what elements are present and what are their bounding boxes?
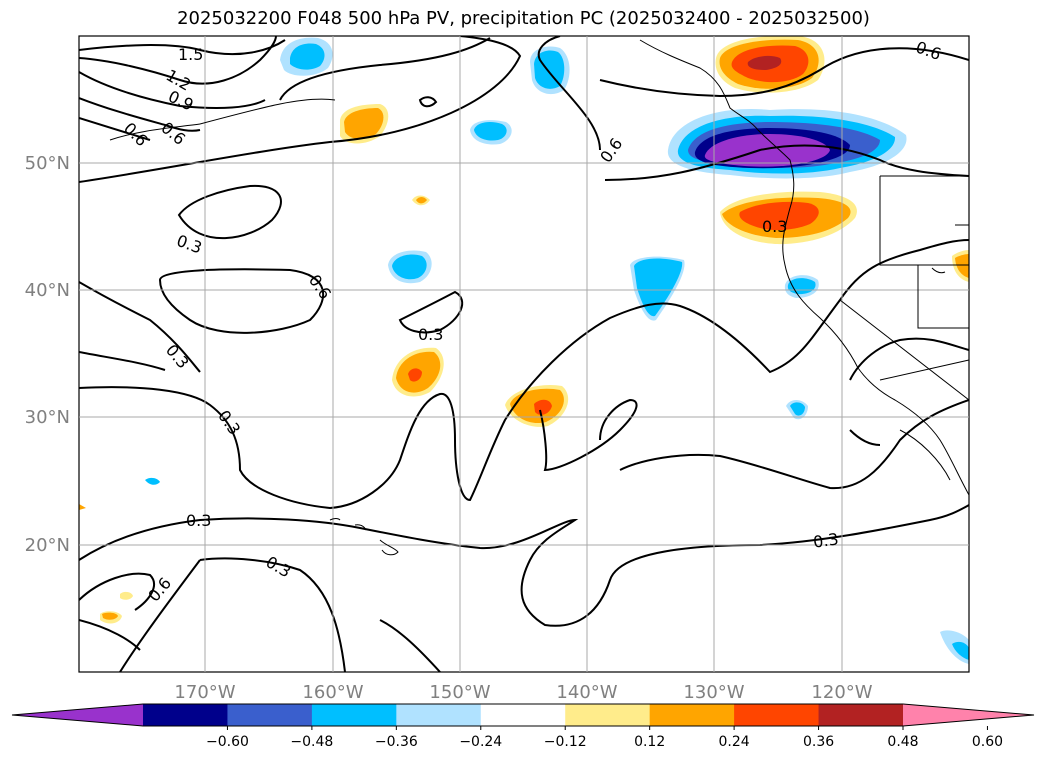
colorbar-segment xyxy=(396,704,482,726)
colorbar-segment xyxy=(903,704,1034,726)
lon-label: 120°W xyxy=(811,682,872,703)
map-title: 2025032200 F048 500 hPa PV, precipitatio… xyxy=(177,8,870,29)
colorbar-tick-label: −0.24 xyxy=(459,734,502,750)
colorbar-segment xyxy=(649,704,735,726)
contour-label: 0.9 xyxy=(165,87,196,115)
lon-label: 130°W xyxy=(683,682,744,703)
lat-label: 40°N xyxy=(25,280,70,301)
colorbar-tick-label: 0.60 xyxy=(972,734,1003,750)
contour-label: 0.3 xyxy=(263,552,295,581)
precip-shading xyxy=(79,36,969,672)
contour-label: 0.6 xyxy=(120,119,151,150)
colorbar-tick-label: −0.60 xyxy=(206,734,249,750)
colorbar-tick-label: 0.12 xyxy=(634,734,665,750)
lat-label: 30°N xyxy=(25,407,70,428)
contour-label: 0.6 xyxy=(157,118,189,149)
pv-contours xyxy=(79,36,969,672)
lat-labels: 50°N 40°N 30°N 20°N xyxy=(25,153,70,556)
contour-label: 1.5 xyxy=(178,45,203,64)
lat-label: 20°N xyxy=(25,535,70,556)
contour-label: 0.3 xyxy=(162,341,193,373)
contour-label: 0.3 xyxy=(418,325,443,344)
colorbar-tick-label: −0.36 xyxy=(375,734,418,750)
lat-label: 50°N xyxy=(25,153,70,174)
colorbar-tick-label: −0.48 xyxy=(290,734,333,750)
colorbar-segment xyxy=(143,704,228,726)
colorbar-segment xyxy=(734,704,820,726)
map-frame xyxy=(78,35,970,673)
colorbar: −0.60 −0.48 −0.36 −0.24 −0.12 0.12 0.24 0.36 0.4… xyxy=(11,703,1035,750)
contour-label: 0.3 xyxy=(186,511,211,530)
contour-label: 0.3 xyxy=(174,231,204,258)
contour-label: 0.6 xyxy=(913,37,943,64)
colorbar-tick-label: 0.24 xyxy=(719,734,750,750)
lon-label: 160°W xyxy=(302,682,363,703)
lon-label: 150°W xyxy=(429,682,490,703)
colorbar-segment xyxy=(227,704,313,726)
colorbar-segment xyxy=(818,704,904,726)
colorbar-segment xyxy=(480,704,566,726)
contour-label: 0.3 xyxy=(812,529,840,551)
graticule xyxy=(79,36,969,672)
colorbar-tick-label: 0.48 xyxy=(887,734,918,750)
colorbar-outline xyxy=(11,703,1035,727)
colorbar-tick-label: −0.12 xyxy=(544,734,587,750)
contour-label: 0.6 xyxy=(596,134,626,166)
colorbar-tick-label: 0.36 xyxy=(803,734,834,750)
lon-label: 170°W xyxy=(174,682,235,703)
contour-label: 0.3 xyxy=(762,217,787,236)
colorbar-segment xyxy=(12,704,143,726)
lon-labels: 170°W 160°W 150°W 140°W 130°W 120°W xyxy=(174,682,872,703)
lon-label: 140°W xyxy=(556,682,617,703)
colorbar-segment xyxy=(311,704,397,726)
coastlines xyxy=(109,39,970,556)
colorbar-segment xyxy=(565,704,651,726)
